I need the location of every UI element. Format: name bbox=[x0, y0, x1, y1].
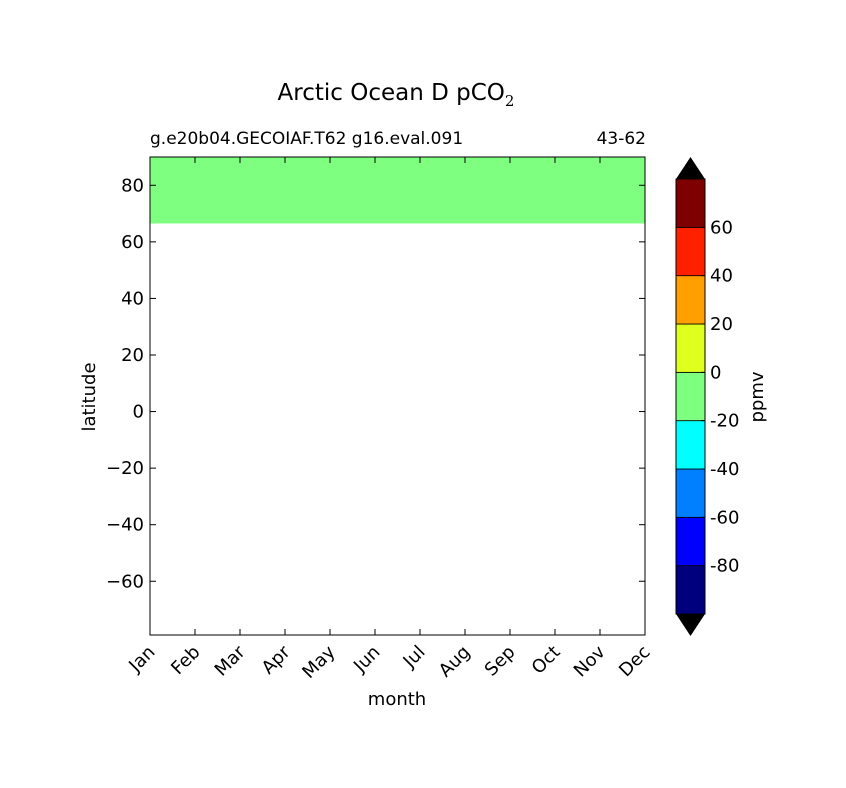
colorbar-segment bbox=[675, 178, 706, 228]
colorbar-tick-label: -60 bbox=[710, 507, 739, 528]
x-tick-label: Aug bbox=[435, 642, 475, 682]
colorbar-tick-label: -80 bbox=[710, 556, 739, 577]
x-tick-label: Jul bbox=[399, 642, 430, 673]
y-tick-label: 80 bbox=[121, 175, 144, 196]
colorbar-segment bbox=[675, 468, 706, 518]
y-tick-label: 0 bbox=[133, 402, 144, 423]
filled-region bbox=[150, 157, 645, 224]
colorbar-segment bbox=[675, 516, 706, 567]
colorbar-tick-label: -20 bbox=[710, 411, 739, 432]
colorbar-tick-label: 0 bbox=[710, 362, 721, 383]
colorbar-segment bbox=[675, 275, 706, 325]
colorbar-label: ppmv bbox=[747, 371, 768, 422]
colorbar-frame bbox=[675, 178, 706, 615]
x-tick-label: May bbox=[298, 641, 339, 682]
chart-title: Arctic Ocean D pCO2 bbox=[278, 80, 515, 110]
y-tick-label: 20 bbox=[121, 345, 144, 366]
x-axis-label: month bbox=[368, 689, 426, 710]
plot-fill-layer bbox=[150, 157, 645, 224]
x-axis: Jan Feb Mar Apr May Jun Jul Aug Sep Oct Nov Dec bbox=[124, 157, 655, 683]
x-tick-label: Mar bbox=[211, 641, 250, 680]
x-tick-label: Jun bbox=[349, 642, 384, 677]
x-tick-label: Dec bbox=[615, 642, 654, 681]
subtitle-right: 43-62 bbox=[597, 129, 646, 149]
y-tick-label: 40 bbox=[121, 288, 144, 309]
colorbar: -80 -60 -40 -20 0 20 40 60 bbox=[675, 157, 739, 636]
colorbar-segment bbox=[675, 420, 706, 470]
colorbar-segment bbox=[675, 565, 706, 615]
plot-frame bbox=[149, 156, 646, 636]
x-tick-label: Apr bbox=[258, 641, 295, 678]
x-tick-label: Sep bbox=[481, 642, 520, 681]
colorbar-segment bbox=[675, 323, 706, 373]
colorbar-extend-bottom bbox=[676, 614, 705, 636]
x-tick-label: Oct bbox=[528, 642, 565, 679]
x-tick-label: Nov bbox=[570, 641, 610, 681]
colorbar-tick-label: -40 bbox=[710, 459, 739, 480]
y-tick-label: 60 bbox=[121, 232, 144, 253]
x-tick-label: Jan bbox=[124, 642, 159, 677]
colorbar-tick-label: 60 bbox=[710, 217, 733, 238]
colorbar-segment bbox=[675, 371, 706, 422]
colorbar-segment bbox=[675, 226, 706, 277]
y-axis: −60 −40 −20 0 20 40 60 80 bbox=[106, 175, 645, 592]
colorbar-tick-label: 20 bbox=[710, 314, 733, 335]
x-tick-label: Feb bbox=[167, 642, 204, 679]
colorbar-extend-top bbox=[676, 157, 705, 179]
y-tick-label: −20 bbox=[106, 458, 144, 479]
y-axis-label: latitude bbox=[79, 362, 100, 431]
subtitle-left: g.e20b04.GECOIAF.T62 g16.eval.091 bbox=[150, 129, 463, 149]
colorbar-tick-label: 40 bbox=[710, 266, 733, 287]
y-tick-label: −40 bbox=[106, 515, 144, 536]
y-tick-label: −60 bbox=[106, 571, 144, 592]
